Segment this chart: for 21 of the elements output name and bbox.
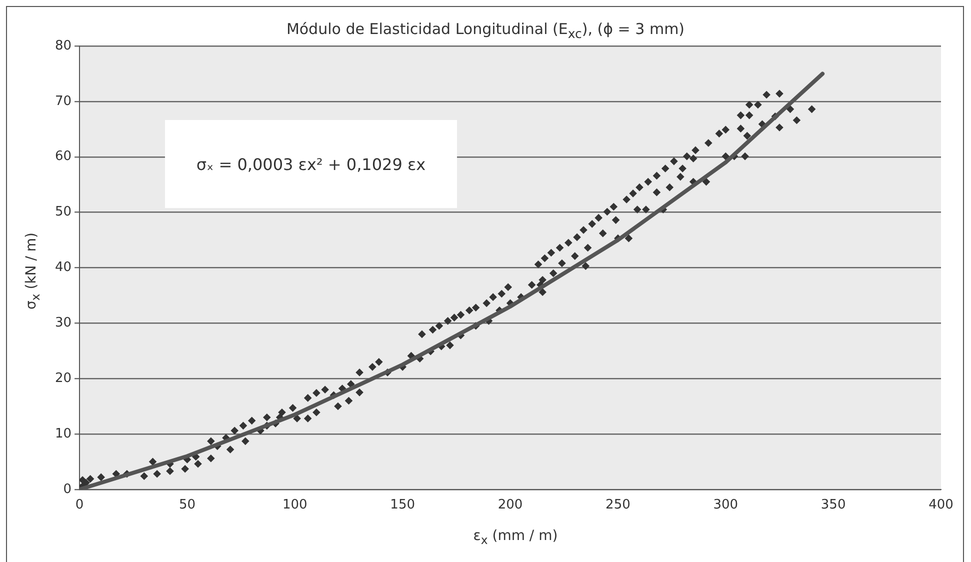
chart-title: Módulo de Elasticidad Longitudinal (E$_{xc}$), (ϕ = 3 mm) <box>286 20 685 41</box>
x-tick-label: 300 <box>713 498 738 513</box>
y-tick-label: 50 <box>54 204 72 220</box>
y-tick-label: 30 <box>54 316 72 330</box>
x-tick-label: 250 <box>606 498 630 513</box>
x-tick-label: 50 <box>178 498 196 513</box>
y-tick-label: 70 <box>54 94 72 109</box>
x-tick-label: 400 <box>928 498 954 513</box>
x-tick-label: 0 <box>75 498 84 513</box>
x-tick-label: 150 <box>390 498 416 513</box>
y-tick-label: 60 <box>54 149 72 164</box>
y-tick-label: 40 <box>54 260 72 276</box>
y-tick-label: 20 <box>54 370 72 386</box>
equation-box: σₓ = 0,0003 εx² + 0,1029 εx <box>165 120 457 208</box>
y-tick-label: 10 <box>54 426 72 442</box>
x-axis-title: ε$_{x}$ (mm / m) <box>472 528 559 547</box>
y-tick-label: 80 <box>54 38 72 54</box>
x-tick-label: 350 <box>820 498 846 513</box>
y-tick-label: 0 <box>63 482 72 497</box>
x-tick-label: 200 <box>498 498 523 513</box>
x-tick-label: 100 <box>282 498 308 513</box>
